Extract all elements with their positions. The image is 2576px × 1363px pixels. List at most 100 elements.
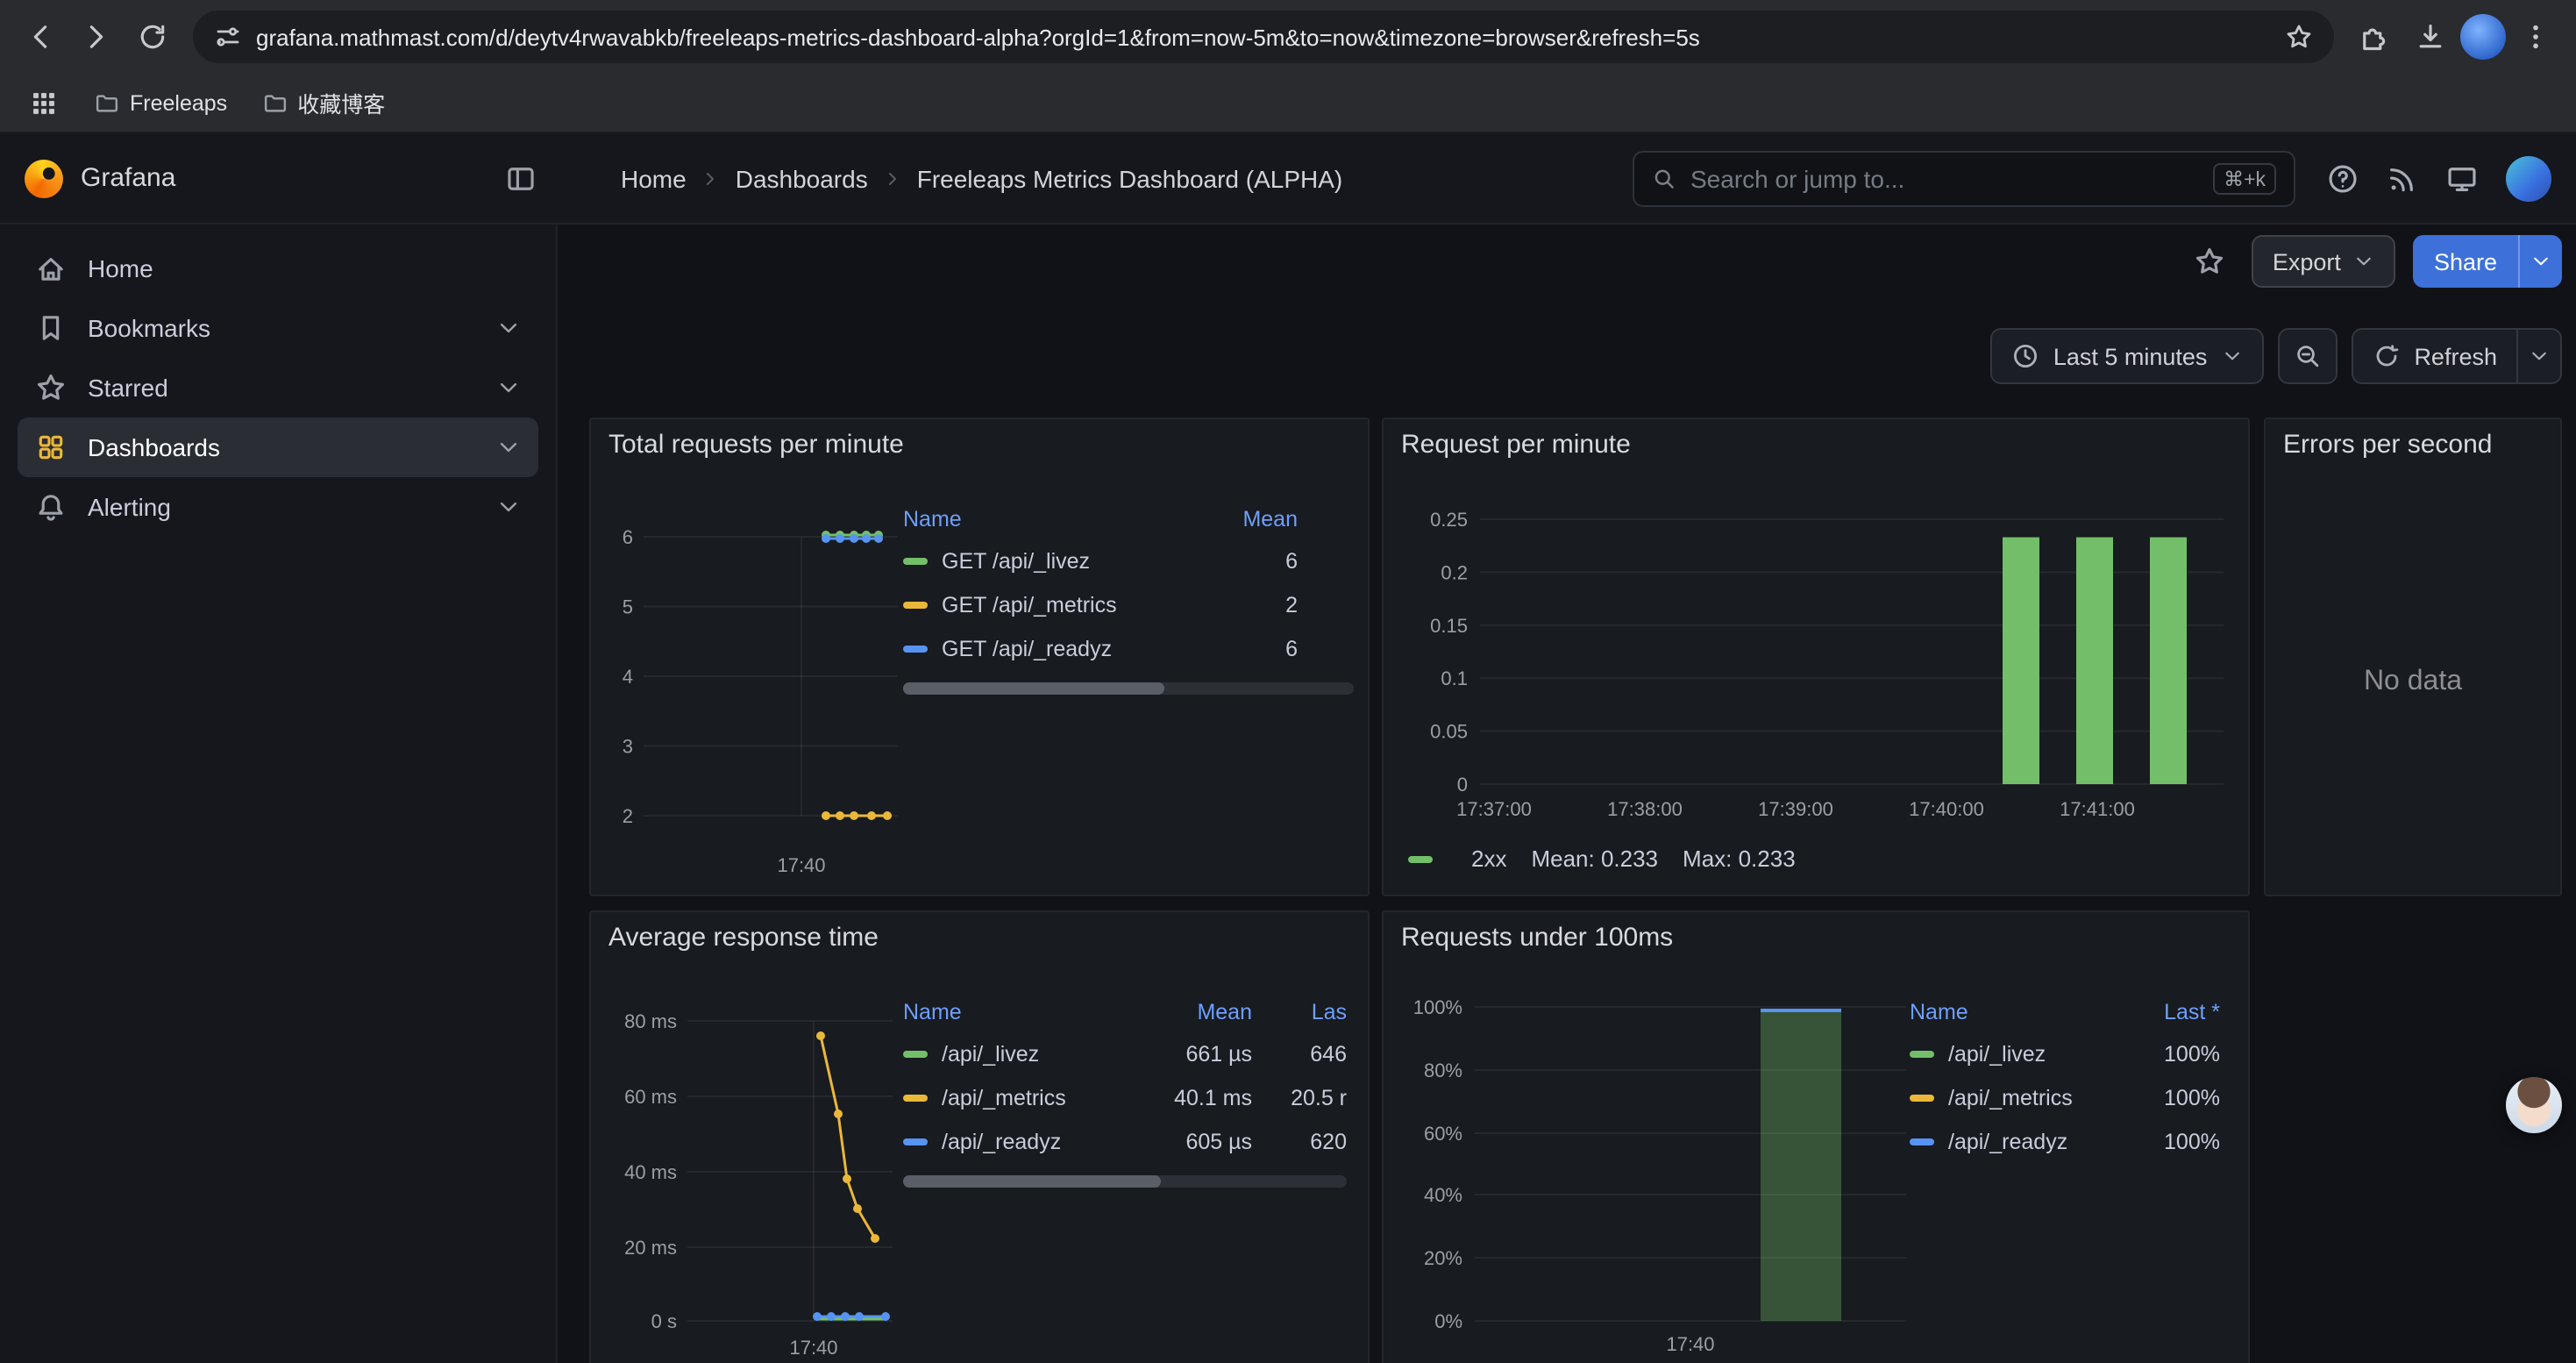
chevron-down-icon[interactable]: [496, 435, 521, 460]
back-button[interactable]: [14, 11, 67, 63]
forward-icon: [81, 21, 112, 53]
bookmark-star-icon[interactable]: [2285, 23, 2313, 51]
svg-text:17:40:00: 17:40:00: [1909, 798, 1984, 820]
forward-button[interactable]: [70, 11, 123, 63]
kiosk-monitor-icon[interactable]: [2446, 162, 2478, 194]
sidebar-item-label: Alerting: [88, 493, 171, 521]
svg-text:17:37:00: 17:37:00: [1456, 798, 1532, 820]
puzzle-icon: [2359, 21, 2390, 53]
series-name: GET /api/_livez: [903, 548, 1189, 573]
sidebar-item-alerting[interactable]: Alerting: [18, 477, 538, 537]
url-input[interactable]: [256, 24, 2271, 50]
search-shortcut-badge: ⌘+k: [2213, 162, 2276, 194]
no-data-message: No data: [2363, 666, 2463, 696]
search-box[interactable]: ⌘+k: [1633, 150, 2295, 206]
chevron-down-icon[interactable]: [496, 316, 521, 340]
time-range-picker[interactable]: Last 5 minutes: [1989, 328, 2264, 384]
sidebar-item-dashboards[interactable]: Dashboards: [18, 417, 538, 477]
legend-row[interactable]: /api/_readyz 100%: [1910, 1119, 2220, 1163]
apps-grid-button[interactable]: [18, 76, 70, 129]
panel-title[interactable]: Request per minute: [1401, 430, 1631, 460]
reload-button[interactable]: [126, 11, 179, 63]
help-icon[interactable]: [2327, 162, 2359, 194]
legend-header[interactable]: Name: [903, 1000, 962, 1024]
sidebar-item-label: Bookmarks: [88, 314, 211, 342]
breadcrumb-item[interactable]: Dashboards: [735, 164, 868, 192]
sidebar-item-starred[interactable]: Starred: [18, 358, 538, 417]
floating-assistant-avatar[interactable]: [2506, 1077, 2562, 1133]
total-requests-chart[interactable]: 6 5 4 3 2 17:40: [605, 500, 903, 888]
legend-row[interactable]: GET /api/_readyz 6: [903, 626, 1298, 670]
legend-header[interactable]: Name: [1910, 1000, 1968, 1024]
sidebar-toggle-icon[interactable]: [505, 162, 537, 194]
sidebar-item-bookmarks[interactable]: Bookmarks: [18, 298, 538, 358]
breadcrumb-item[interactable]: Home: [621, 164, 687, 192]
share-menu-caret[interactable]: [2518, 235, 2562, 288]
site-settings-icon[interactable]: [214, 23, 242, 51]
svg-text:17:40: 17:40: [789, 1337, 837, 1359]
series-name: GET /api/_metrics: [903, 592, 1189, 617]
svg-text:0.25: 0.25: [1430, 509, 1468, 531]
panel-request-per-minute: Request per minute 0.25 0.2 0.15 0.1 0.05 0 17…: [1382, 417, 2250, 896]
legend[interactable]: 2xx Mean: 0.233 Max: 0.233: [1408, 846, 1796, 872]
sidebar-item-label: Home: [88, 254, 153, 282]
legend-scrollbar[interactable]: [903, 1175, 1347, 1188]
scrollbar-thumb[interactable]: [903, 1175, 1161, 1188]
legend-row[interactable]: GET /api/_livez 6: [903, 539, 1298, 582]
grafana-logo[interactable]: [25, 159, 63, 197]
extensions-button[interactable]: [2348, 11, 2401, 63]
legend-row[interactable]: /api/_readyz 605 µs 620: [903, 1119, 1347, 1163]
user-avatar[interactable]: [2506, 155, 2551, 201]
legend-header[interactable]: Last *: [2164, 1000, 2220, 1024]
legend-header[interactable]: Las: [1311, 1000, 1347, 1024]
star-dashboard-button[interactable]: [2185, 237, 2234, 286]
svg-text:4: 4: [623, 666, 633, 688]
legend-row[interactable]: /api/_metrics 100%: [1910, 1075, 2220, 1119]
legend-header[interactable]: Name: [903, 507, 962, 532]
legend-header[interactable]: Mean: [1242, 507, 1298, 532]
legend-row[interactable]: /api/_livez 661 µs 646: [903, 1031, 1347, 1075]
panel-title[interactable]: Errors per second: [2283, 430, 2493, 460]
legend-row[interactable]: GET /api/_metrics 2: [903, 582, 1298, 626]
kebab-menu-icon: [2520, 21, 2551, 53]
legend-row[interactable]: /api/_livez 100%: [1910, 1031, 2220, 1075]
sidebar-item-home[interactable]: Home: [18, 239, 538, 298]
apps-grid-icon: [30, 89, 58, 117]
downloads-button[interactable]: [2404, 11, 2457, 63]
address-bar[interactable]: [193, 11, 2334, 63]
bookmark-item[interactable]: Freeleaps: [81, 83, 241, 122]
scrollbar-thumb[interactable]: [903, 682, 1165, 695]
series-value: 6: [1285, 548, 1298, 573]
chevron-down-icon[interactable]: [496, 495, 521, 519]
svg-text:0.2: 0.2: [1441, 561, 1468, 583]
chevron-down-icon: [2529, 346, 2550, 367]
news-rss-icon[interactable]: [2387, 162, 2418, 194]
chevron-down-icon[interactable]: [496, 375, 521, 400]
requests-under-100ms-chart[interactable]: 100% 80% 60% 40% 20% 0% 17:40: [1398, 993, 1910, 1363]
panel-title[interactable]: Average response time: [608, 923, 879, 953]
share-button[interactable]: Share: [2412, 235, 2562, 288]
legend-scrollbar[interactable]: [903, 682, 1354, 695]
panel-title[interactable]: Total requests per minute: [608, 430, 904, 460]
search-input[interactable]: [1690, 164, 2200, 192]
breadcrumb-item[interactable]: Freeleaps Metrics Dashboard (ALPHA): [916, 164, 1343, 192]
refresh-interval-caret[interactable]: [2516, 330, 2560, 382]
request-per-minute-chart[interactable]: 0.25 0.2 0.15 0.1 0.05 0 17:37:00 17:38:00 17:39…: [1398, 500, 2238, 888]
series-marker: [1910, 1050, 1934, 1057]
browser-menu-button[interactable]: [2509, 11, 2562, 63]
svg-text:100%: 100%: [1413, 996, 1462, 1018]
zoom-out-button[interactable]: [2277, 328, 2338, 384]
browser-profile-avatar[interactable]: [2460, 14, 2506, 60]
refresh-main[interactable]: Refresh: [2352, 330, 2516, 382]
legend-row[interactable]: /api/_metrics 40.1 ms 20.5 r: [903, 1075, 1347, 1119]
export-button[interactable]: Export: [2251, 235, 2395, 288]
bookmark-item[interactable]: 收藏博客: [248, 79, 399, 126]
series-value: 661 µs: [1185, 1041, 1252, 1066]
series-value: 20.5 r: [1291, 1085, 1347, 1110]
refresh-button[interactable]: Refresh: [2351, 328, 2562, 384]
download-icon: [2415, 21, 2446, 53]
share-label[interactable]: Share: [2433, 248, 2497, 275]
legend-header[interactable]: Mean: [1197, 1000, 1252, 1024]
panel-title[interactable]: Requests under 100ms: [1401, 923, 1674, 953]
average-response-time-chart[interactable]: 80 ms 60 ms 40 ms 20 ms 0 s 17:40: [605, 993, 903, 1363]
